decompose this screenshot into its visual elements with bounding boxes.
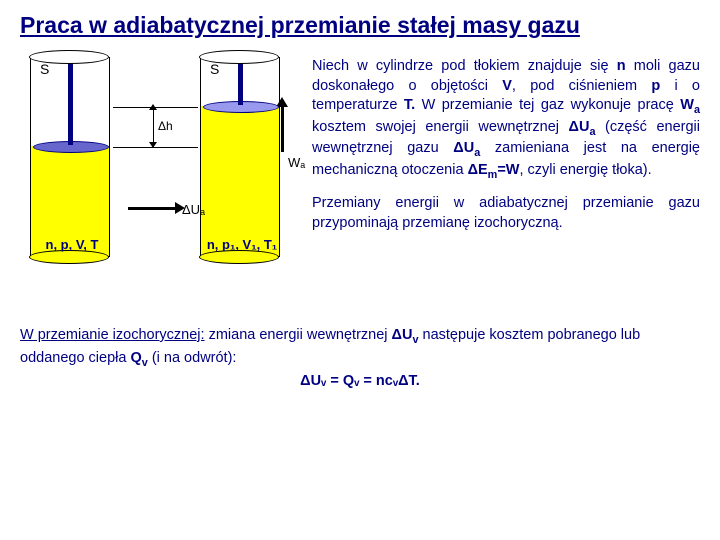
dua-arrow-shaft [128, 207, 178, 210]
dh-arrow-up-icon [149, 104, 157, 110]
isochoric-note: W przemianie izochorycznej: zmiana energ… [20, 325, 700, 392]
cylinder-initial [30, 57, 110, 257]
diagram-cylinders: S S Δh Wₐ ΔUₐ n, p, V, T n, p₁, V₁, T₁ [20, 57, 300, 307]
content-row: S S Δh Wₐ ΔUₐ n, p, V, T n, p₁, V₁, T₁ N… [20, 57, 700, 307]
piston-rod-2 [238, 57, 243, 105]
state-label-initial: n, p, V, T [32, 237, 112, 252]
cylinder-final [200, 57, 280, 257]
delta-h-label: Δh [158, 119, 173, 133]
page-title: Praca w adiabatycznej przemianie stałej … [20, 12, 700, 39]
delta-ua-label: ΔUₐ [182, 202, 205, 217]
s-label-2: S [210, 61, 219, 77]
paragraph-main: Niech w cylindrze pod tłokiem znajduje s… [312, 57, 700, 182]
description-text: Niech w cylindrze pod tłokiem znajduje s… [312, 57, 700, 307]
state-label-final: n, p₁, V₁, T₁ [192, 237, 292, 252]
gas-region-2 [201, 106, 279, 256]
dh-arrow-down-icon [149, 142, 157, 148]
equation: ΔUᵥ = Qᵥ = ncᵥΔT. [20, 371, 700, 391]
paragraph-analogy: Przemiany energii w adiabatycznej przemi… [312, 194, 700, 233]
wa-label: Wₐ [288, 155, 305, 170]
dh-dimension-line [153, 107, 154, 147]
wa-arrow-shaft [281, 102, 284, 152]
piston-rod-1 [68, 57, 73, 145]
s-label-1: S [40, 61, 49, 77]
